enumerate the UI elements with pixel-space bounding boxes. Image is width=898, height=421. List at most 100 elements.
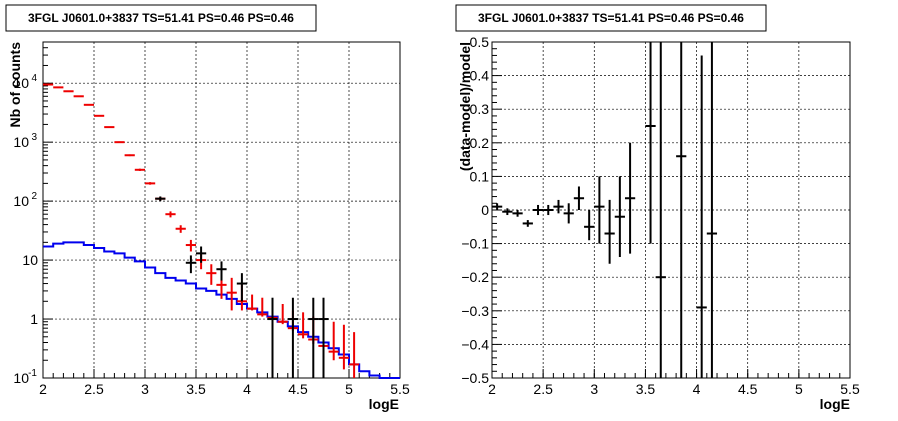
data-point (277, 303, 288, 325)
x-tick-label: 5.5 (390, 381, 410, 397)
x-tick-label: 5 (345, 381, 353, 397)
y-tick-exponent: 3 (31, 132, 37, 143)
data-point (145, 182, 156, 185)
y-tick-label: 10 (13, 134, 29, 150)
residual-point (563, 203, 574, 224)
residual-point (655, 42, 666, 378)
y-tick-label: 10 (22, 252, 38, 268)
data-point (175, 225, 186, 233)
residual-point (522, 220, 533, 227)
residual-point (696, 55, 707, 378)
data-point (328, 321, 339, 361)
data-point (165, 211, 176, 218)
x-tick-label: 5.5 (840, 381, 860, 397)
data-point (63, 90, 74, 93)
counts-ylabel: Nb of counts (7, 42, 23, 128)
residual-title-box (455, 4, 767, 32)
y-tick-label: 10 (13, 75, 29, 91)
data-point (216, 261, 227, 281)
x-tick-label: 3.5 (636, 381, 656, 397)
y-tick-label: −0.1 (461, 236, 489, 252)
y-tick-label: 0.3 (470, 101, 490, 117)
residual-point (502, 208, 513, 216)
counts-grid (43, 42, 400, 378)
y-tick-label: 0.2 (470, 135, 490, 151)
y-tick-label: 0.1 (470, 168, 490, 184)
y-tick-label: −0.2 (461, 269, 489, 285)
data-point (349, 332, 360, 378)
y-tick-label: 10 (13, 370, 29, 386)
x-tick-label: 4.5 (738, 381, 758, 397)
residual-point (543, 204, 554, 216)
data-point (185, 255, 196, 274)
data-point (338, 324, 349, 370)
y-tick-label: 0.5 (470, 34, 490, 50)
x-tick-label: 4.5 (288, 381, 308, 397)
data-point (124, 154, 135, 157)
x-tick-label: 3.5 (186, 381, 206, 397)
data-point (185, 239, 196, 252)
residual-axis-ticks: 2 2.5 3 3.5 4 4.5 5 5.5 −0.5 −0.4 −0.3 −0.2 −0.1 0 0.1… (461, 34, 860, 397)
x-tick-label: 4 (243, 381, 251, 397)
x-tick-label: 4 (693, 381, 701, 397)
residual-point (512, 210, 523, 217)
data-point (196, 246, 207, 263)
data-point (226, 277, 237, 311)
x-tick-label: 2.5 (84, 381, 104, 397)
data-point (206, 264, 217, 285)
counts-title-box (5, 4, 317, 32)
data-point (287, 297, 298, 378)
residual-point (532, 204, 544, 216)
y-tick-label: −0.3 (461, 303, 489, 319)
data-point (134, 168, 145, 171)
data-point (308, 297, 319, 378)
data-point (318, 297, 329, 378)
residual-point (584, 210, 595, 241)
data-point (53, 86, 64, 89)
residual-point (492, 203, 503, 210)
residual-point (604, 199, 615, 264)
data-point (267, 297, 278, 378)
data-point (94, 114, 105, 117)
data-point (257, 297, 268, 317)
data-point (298, 312, 309, 339)
x-tick-label: 5 (795, 381, 803, 397)
counts-xlabel: logE (369, 396, 399, 412)
counts-title: 3FGL J0601.0+3837 TS=51.41 PS=0.46 PS=0.… (28, 11, 294, 25)
data-point (43, 83, 54, 86)
data-point (73, 95, 84, 98)
data-point (247, 294, 258, 311)
y-tick-label: −0.4 (461, 336, 489, 352)
y-tick-exponent: -1 (28, 368, 37, 379)
residual-point (594, 176, 605, 244)
y-tick-label: 0.4 (470, 68, 490, 84)
residual-title: 3FGL J0601.0+3837 TS=51.41 PS=0.46 PS=0.… (478, 11, 744, 25)
counts-series (43, 83, 400, 379)
residual-point (573, 186, 585, 210)
residual-point (706, 42, 718, 378)
residual-xlabel: logE (820, 396, 850, 412)
residual-ylabel: (data-model)/model (457, 42, 473, 171)
residual-point (676, 42, 687, 378)
x-tick-label: 2 (39, 381, 47, 397)
data-point (114, 141, 125, 144)
data-point (236, 273, 247, 302)
residual-panel: 3FGL J0601.0+3837 TS=51.41 PS=0.46 PS=0.… (455, 4, 860, 412)
x-tick-label: 2 (488, 381, 496, 397)
y-tick-label: −0.5 (461, 370, 489, 386)
y-tick-label: 0 (481, 202, 489, 218)
x-tick-label: 3 (141, 381, 149, 397)
x-tick-label: 2.5 (533, 381, 553, 397)
y-tick-exponent: 4 (31, 73, 37, 84)
y-tick-label: 10 (13, 193, 29, 209)
residual-series (492, 42, 718, 378)
counts-panel: 3FGL J0601.0+3837 TS=51.41 PS=0.46 PS=0.… (5, 4, 410, 412)
x-tick-label: 3 (590, 381, 598, 397)
data-point (155, 196, 166, 202)
y-tick-exponent: 2 (31, 191, 37, 202)
residual-point (624, 142, 636, 254)
data-point (83, 103, 94, 106)
residual-point (553, 199, 564, 214)
